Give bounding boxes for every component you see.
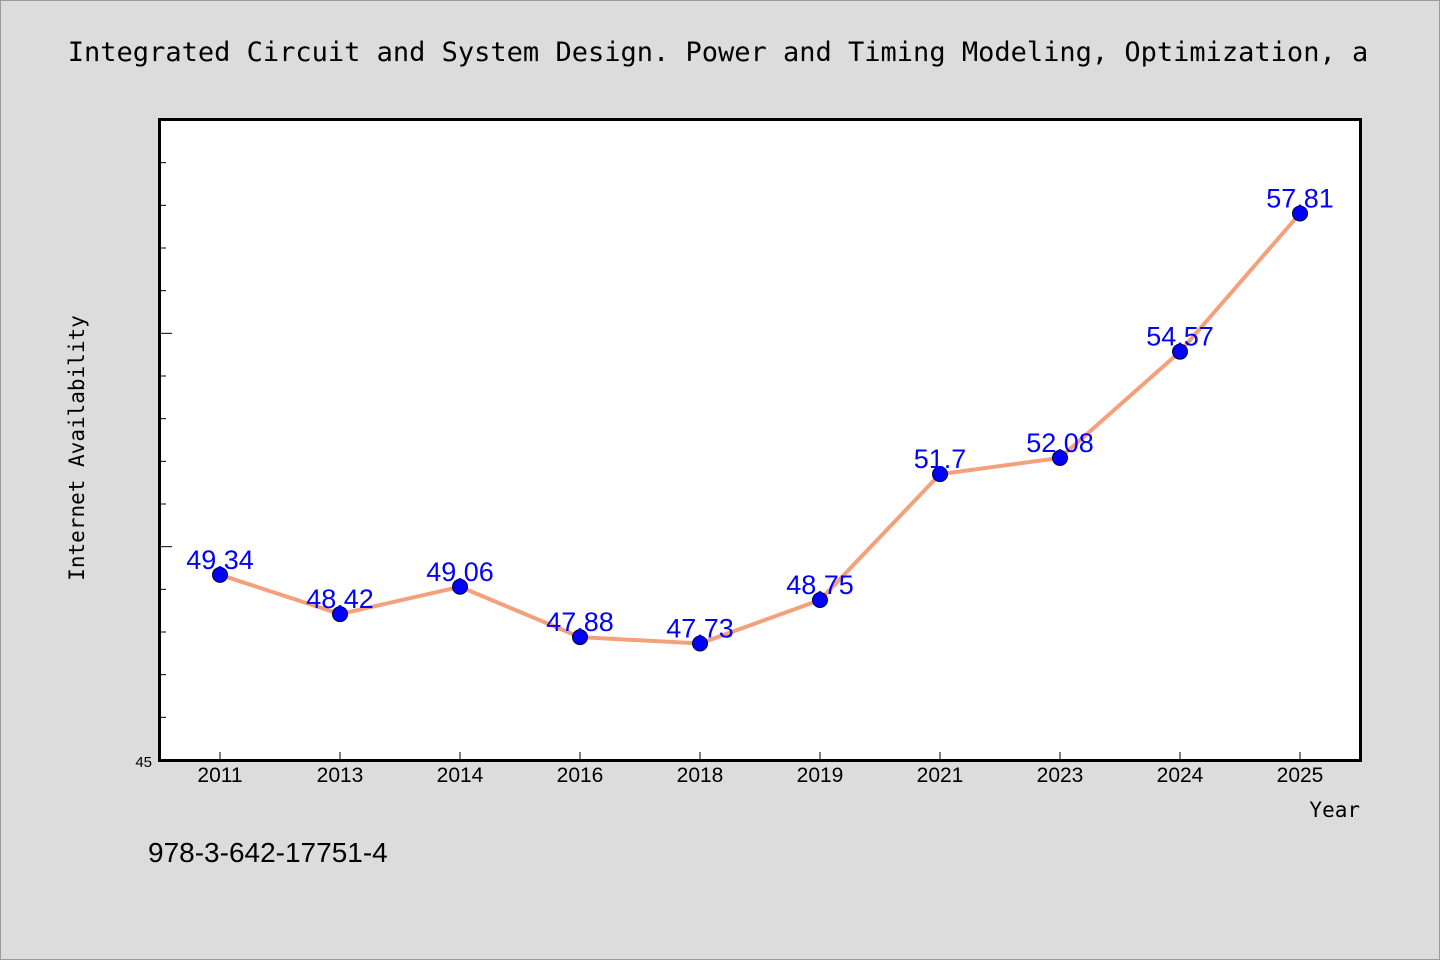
x-tick-label: 2019 bbox=[797, 764, 844, 787]
data-point bbox=[1052, 449, 1068, 466]
series-group: 49.34 48.42 49.06 47.88 47.73 48.75 51.7 52.08 5… bbox=[186, 183, 1334, 652]
data-label: 47.73 bbox=[666, 614, 734, 644]
data-label: 48.42 bbox=[306, 584, 374, 614]
y-axis-ticks bbox=[160, 162, 172, 718]
x-tick-label: 2024 bbox=[1157, 764, 1204, 787]
data-label: 49.34 bbox=[186, 545, 254, 575]
data-label: 52.08 bbox=[1026, 428, 1094, 458]
data-label: 49.06 bbox=[426, 557, 494, 587]
data-point bbox=[212, 566, 228, 583]
x-tick-label: 2011 bbox=[197, 764, 242, 787]
x-tick-label: 2016 bbox=[557, 764, 604, 787]
x-tick-label: 2025 bbox=[1277, 764, 1324, 787]
data-point bbox=[332, 606, 348, 623]
data-label: 57.81 bbox=[1266, 183, 1334, 213]
data-point bbox=[1172, 343, 1188, 360]
data-label: 51.7 bbox=[914, 444, 967, 474]
x-tick-label: 2018 bbox=[677, 764, 724, 787]
data-point bbox=[692, 635, 708, 652]
data-point bbox=[1292, 205, 1308, 222]
data-label: 54.57 bbox=[1146, 322, 1214, 352]
series-line bbox=[219, 212, 1302, 646]
data-point bbox=[572, 629, 588, 646]
data-point bbox=[452, 578, 468, 595]
data-label: 47.88 bbox=[546, 607, 614, 637]
y-axis-label: Internet Availability bbox=[65, 315, 89, 581]
x-tick-label: 2013 bbox=[317, 764, 364, 787]
y-tick-label: 45 bbox=[135, 754, 152, 771]
x-tick-label: 2023 bbox=[1037, 764, 1084, 787]
x-axis-label: Year bbox=[1309, 798, 1360, 822]
x-axis-ticks: 2011 2013 2014 2016 2018 2019 2021 2023 2024 2025 bbox=[197, 752, 1323, 787]
x-tick-label: 2021 bbox=[917, 764, 964, 787]
chart-title: Integrated Circuit and System Design. Po… bbox=[68, 37, 1368, 68]
x-tick-label: 2014 bbox=[437, 764, 484, 787]
plot-area bbox=[158, 118, 1362, 762]
data-label: 48.75 bbox=[786, 570, 854, 600]
data-point bbox=[932, 466, 948, 483]
data-point bbox=[812, 592, 828, 608]
isbn-text: 978-3-642-17751-4 bbox=[148, 837, 388, 868]
